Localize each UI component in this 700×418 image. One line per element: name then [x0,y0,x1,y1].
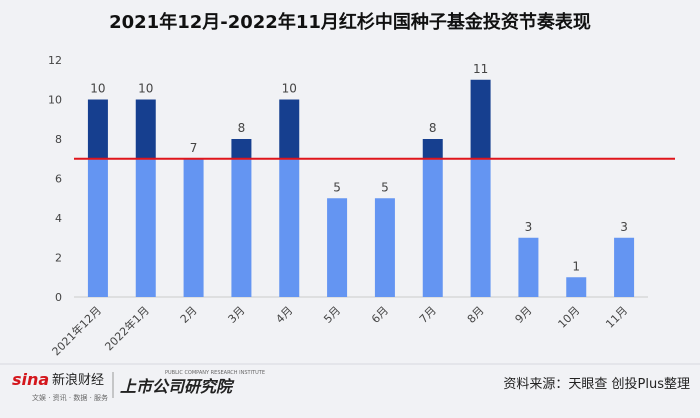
institute: 上市公司研究院 [120,377,235,396]
bar [470,158,491,297]
value-label: 3 [620,220,628,234]
y-tick-label: 6 [55,173,62,186]
bar [327,198,348,297]
value-label: 10 [138,82,153,96]
brand: 新浪财经 [52,372,104,388]
value-label: 8 [238,121,246,135]
brand-sub: 文娱 · 资讯 · 数据 · 服务 [32,393,108,402]
y-tick-label: 10 [48,94,62,107]
y-tick-label: 2 [55,252,62,265]
bar-above-threshold [87,99,108,159]
y-tick-label: 12 [48,54,62,67]
bar [279,158,300,297]
bar [231,158,252,297]
value-label: 10 [90,82,105,96]
y-tick-label: 8 [55,133,62,146]
bar-above-threshold [422,139,443,159]
bar [87,158,108,297]
bar [135,158,156,297]
bar-above-threshold [470,79,491,159]
source: 资料来源：天眼查 创投Plus整理 [503,376,690,392]
bar-above-threshold [231,139,252,159]
value-label: 10 [282,82,297,96]
value-label: 7 [190,141,198,155]
value-label: 3 [525,220,533,234]
bar [518,237,539,297]
y-tick-label: 0 [55,291,62,304]
value-label: 1 [572,259,580,273]
value-label: 5 [333,180,341,194]
bar [374,198,395,297]
bar-above-threshold [279,99,300,159]
y-tick-label: 4 [55,212,62,225]
bar [422,158,443,297]
bar [614,237,635,297]
value-label: 8 [429,121,437,135]
bar [566,277,587,297]
bar-above-threshold [135,99,156,159]
bar [183,158,204,297]
brand-logo: sina [12,370,49,389]
value-label: 11 [473,62,488,76]
chart-title: 2021年12月-2022年11月红杉中国种子基金投资节奏表现 [109,11,591,33]
value-label: 5 [381,180,389,194]
institute-en: PUBLIC COMPANY RESEARCH INSTITUTE [165,370,265,376]
